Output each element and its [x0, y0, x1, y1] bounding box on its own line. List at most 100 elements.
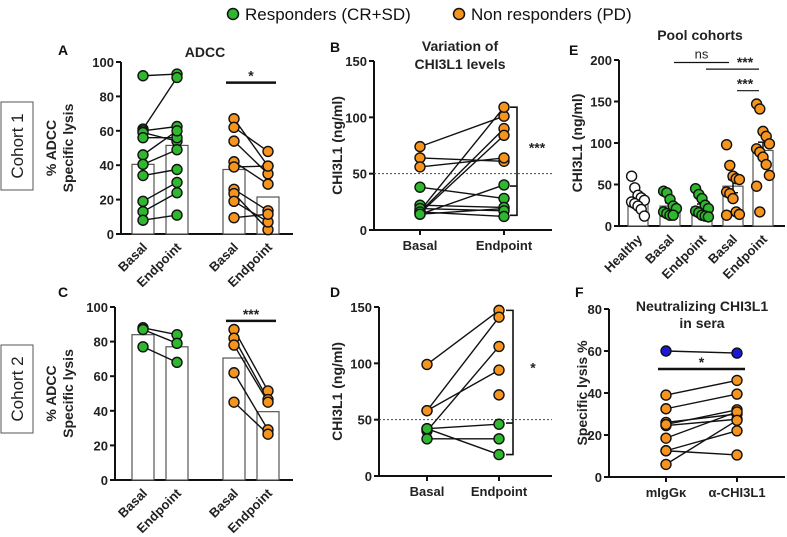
- data-point-responders: [421, 422, 433, 435]
- y-axis-label-line: CHI3L1 (ng/ml): [329, 96, 345, 195]
- legend: Responders (CR+SD) Non responders (PD): [226, 5, 632, 24]
- y-tick-label: 0: [101, 473, 108, 488]
- data-point-non-responders: [493, 364, 505, 376]
- pair-line: [665, 411, 738, 439]
- data-point-responders: [137, 195, 149, 208]
- y-tick-label: 20: [94, 438, 108, 453]
- significance-label: ***: [243, 306, 260, 322]
- pair-line: [233, 126, 269, 153]
- data-point-non-responders: [262, 145, 274, 158]
- panel-b: B Variation of CHI3L1 levels CHI3L1 (ng/ml)…: [329, 38, 552, 253]
- data-point-responders: [171, 163, 183, 176]
- data-point-non-responders: [733, 208, 746, 221]
- data-point-responders: [493, 418, 505, 430]
- data-point-non-responders: [228, 396, 240, 408]
- legend-label-non-responders: Non responders (PD): [471, 5, 632, 24]
- y-tick-label: 80: [588, 302, 602, 317]
- pair-line: [233, 140, 269, 175]
- panel-title: Neutralizing CHI3L1: [636, 298, 768, 314]
- pair-line: [233, 200, 269, 223]
- data-point-reference: [660, 345, 672, 357]
- bar: [256, 411, 280, 481]
- pair-line: [665, 393, 738, 410]
- data-point-responders: [171, 176, 183, 189]
- y-tick-label: 100: [350, 356, 372, 371]
- data-point-non-responders: [660, 458, 672, 471]
- significance-label: *: [248, 68, 254, 84]
- panel-letter: C: [58, 284, 68, 300]
- pair-line: [419, 184, 505, 215]
- data-point-non-responders: [493, 389, 505, 401]
- y-tick-label: 0: [365, 469, 372, 484]
- y-axis-label-line: CHI3L1 (ng/ml): [329, 342, 345, 441]
- data-point-non-responders: [498, 152, 510, 164]
- pair-line: [233, 337, 269, 400]
- data-point-responders: [137, 323, 149, 336]
- pair-line: [142, 192, 178, 213]
- y-tick-label: 100: [92, 55, 114, 70]
- pair-line: [142, 346, 178, 363]
- data-point-responders: [171, 356, 183, 369]
- data-point-responders: [137, 341, 149, 353]
- pair-line: [426, 428, 500, 456]
- x-tick-label: Healthy: [601, 231, 645, 275]
- data-point-non-responders: [660, 432, 672, 444]
- significance-bracket: [510, 106, 518, 217]
- pair-line: [665, 409, 738, 426]
- y-axis-label-line: Specific lysis: [60, 103, 76, 192]
- pair-line: [142, 328, 178, 344]
- pair-line: [233, 188, 269, 212]
- y-axis-label: % ADCCSpecific lysis: [43, 103, 76, 192]
- y-tick-label: 100: [86, 300, 108, 315]
- y-axis-label: CHI3L1 (ng/ml): [569, 94, 585, 193]
- y-tick-label: 50: [353, 167, 367, 182]
- panel-a: A ADCC% ADCCSpecific lysis020406080100Bas…: [43, 42, 293, 290]
- pair-line: [419, 157, 505, 168]
- pair-line: [419, 204, 505, 209]
- y-axis-label: Specific lysis %: [574, 340, 590, 446]
- pair-line: [665, 419, 738, 465]
- data-point-responders: [421, 433, 433, 445]
- pair-line: [233, 401, 269, 435]
- panel-title: CHI3L1 levels: [414, 56, 505, 72]
- y-axis-label-line: % ADCC: [43, 120, 59, 176]
- data-point-responders: [498, 210, 510, 223]
- data-point-non-responders: [498, 129, 510, 142]
- data-point-non-responders: [750, 180, 763, 192]
- pair-line: [426, 345, 500, 432]
- x-tick-label: α-CHI3L1: [708, 485, 765, 500]
- data-point-non-responders: [763, 169, 776, 182]
- pair-line: [665, 430, 738, 452]
- data-point-non-responders: [763, 138, 776, 150]
- pair-line: [426, 309, 500, 366]
- data-point-responders: [414, 181, 426, 193]
- panel-letter: F: [575, 284, 584, 300]
- data-point-responders: [171, 71, 183, 84]
- data-point-non-responders: [498, 101, 510, 113]
- pair-line: [665, 379, 738, 396]
- data-point-responders: [171, 187, 183, 199]
- data-point-non-responders: [733, 173, 746, 186]
- data-point-responders: [702, 211, 715, 223]
- pair-line: [233, 161, 269, 185]
- y-tick-label: 60: [94, 369, 108, 384]
- data-point-non-responders: [754, 206, 766, 218]
- pair-line: [665, 413, 738, 424]
- y-tick-label: 0: [360, 223, 367, 238]
- y-tick-label: 40: [94, 404, 108, 419]
- data-point-non-responders: [414, 161, 426, 173]
- legend-marker-non-responders: [452, 7, 466, 21]
- data-point-non-responders: [414, 140, 426, 153]
- data-point-non-responders: [731, 449, 743, 461]
- data-point-healthy: [638, 210, 651, 222]
- y-tick-label: 100: [590, 136, 612, 151]
- data-point-non-responders: [421, 404, 433, 417]
- data-point-non-responders: [228, 121, 240, 134]
- data-point-responders: [137, 70, 149, 82]
- significance-label: ***: [737, 54, 754, 70]
- data-point-non-responders: [731, 374, 743, 387]
- panel-title: in sera: [679, 315, 724, 331]
- significance-label: *: [699, 354, 705, 370]
- panel-letter: B: [330, 39, 340, 55]
